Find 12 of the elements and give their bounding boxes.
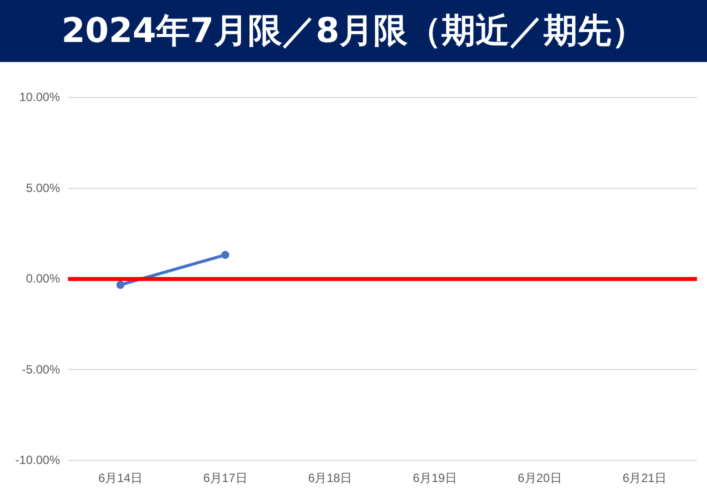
- x-tick-label: 6月19日: [412, 471, 457, 485]
- x-tick-label: 6月20日: [518, 471, 562, 485]
- y-tick-label: -5.00%: [22, 362, 60, 376]
- y-tick-label: -10.00%: [15, 453, 60, 467]
- x-tick-label: 6月14日: [98, 471, 142, 485]
- x-tick-label: 6月17日: [203, 471, 248, 485]
- x-tick-label: 6月21日: [622, 471, 667, 485]
- y-tick-label: 5.00%: [26, 180, 60, 195]
- y-tick-label: 10.00%: [19, 90, 60, 104]
- x-tick-label: 6月18日: [308, 471, 352, 485]
- y-tick-label: 0.00%: [26, 272, 60, 286]
- chart-title: 2024年7月限／8月限（期近／期先）: [0, 0, 707, 62]
